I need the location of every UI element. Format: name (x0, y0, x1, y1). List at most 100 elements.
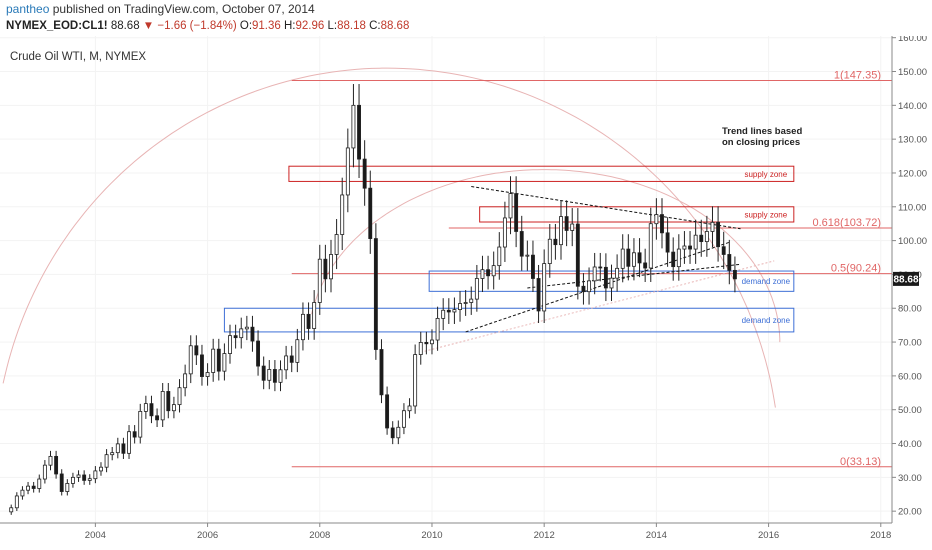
demand-zone-label: demand zone (742, 277, 791, 286)
candle (143, 403, 148, 412)
fib-arc (311, 169, 781, 343)
candle (486, 269, 491, 277)
y-tick-label: 160.00 (898, 36, 927, 44)
candle (99, 466, 103, 472)
candle (9, 507, 14, 513)
candle (654, 214, 659, 225)
candle (413, 354, 418, 407)
close-value: 88.68 (380, 20, 410, 32)
candle (525, 254, 530, 257)
x-tick-label: 2006 (197, 530, 218, 541)
last-price-label: 88.68 (893, 274, 918, 285)
candle (441, 309, 446, 319)
candle (491, 265, 496, 277)
last-price-marker: 88.68 (893, 271, 919, 286)
y-tick-label: 150.00 (898, 67, 927, 78)
candle (373, 238, 378, 350)
candle (65, 483, 70, 492)
candle (42, 464, 47, 480)
candle (609, 277, 614, 289)
x-tick-label: 2012 (534, 530, 555, 541)
candle (401, 410, 406, 428)
grid (0, 36, 892, 523)
price-change: −1.66 (−1.84%) (157, 20, 237, 32)
candle (407, 405, 412, 412)
candle (648, 223, 653, 269)
candle (20, 489, 25, 497)
candle (177, 387, 182, 406)
candle (469, 298, 474, 303)
candle (329, 254, 333, 280)
candle (710, 221, 715, 232)
candle (514, 193, 519, 232)
candle (295, 339, 300, 363)
price-chart[interactable]: 1(147.35) 0.618(103.72) 0.5(90.24) 0(33.13)… (0, 36, 932, 550)
plot-area[interactable] (0, 36, 892, 523)
supply-zone-box (479, 206, 795, 223)
candle (70, 476, 75, 484)
candle (727, 254, 732, 271)
candle (418, 342, 423, 355)
candle (502, 217, 507, 248)
x-tick-label: 2008 (309, 530, 330, 541)
candle (379, 349, 384, 396)
candle (430, 339, 434, 345)
candle (323, 258, 328, 280)
candle (222, 353, 227, 372)
time-axis[interactable]: 2004 2006 2008 2010 2012 2014 2016 2018 (85, 523, 892, 541)
candle (542, 263, 547, 312)
author-link[interactable]: pantheo (6, 2, 50, 16)
annotation-line-1: Trend lines based (722, 126, 802, 137)
candle (250, 326, 255, 342)
chart-title: Crude Oil WTI, M, NYMEX (10, 51, 146, 63)
y-tick-label: 70.00 (898, 338, 922, 349)
fib-label: 0.5(90.24) (831, 263, 881, 275)
fib-label: 0.618(103.72) (813, 217, 882, 229)
candle (559, 216, 563, 246)
candle (581, 285, 586, 293)
candle (31, 485, 36, 489)
x-tick-label: 2016 (758, 530, 779, 541)
candle (396, 426, 401, 439)
low-label: L: (327, 20, 338, 32)
candle (598, 266, 603, 269)
quote-line: NYMEX_EOD:CL1! 88.68 ▼ −1.66 (−1.84%) O:… (6, 20, 409, 32)
candle (127, 431, 131, 454)
candle (631, 252, 636, 267)
candle (110, 452, 115, 456)
candle (272, 369, 277, 383)
candle (267, 369, 272, 381)
candle (59, 473, 64, 492)
x-tick-label: 2010 (421, 530, 442, 541)
candle (278, 369, 283, 383)
fib-levels: 1(147.35) 0.618(103.72) 0.5(90.24) 0(33.13) (291, 69, 892, 468)
y-tick-label: 80.00 (898, 304, 922, 315)
candle (368, 187, 373, 239)
candle (385, 394, 390, 429)
down-arrow-icon: ▼ (142, 20, 155, 32)
open-label: O: (239, 20, 253, 32)
candle (239, 328, 244, 339)
candle (463, 302, 468, 304)
candle (26, 485, 30, 491)
candle (519, 231, 524, 257)
candle (676, 248, 681, 268)
chart-header: pantheo published on TradingView.com, Oc… (0, 0, 932, 42)
candle (48, 455, 53, 466)
candle (626, 248, 631, 267)
candle (155, 415, 160, 421)
candle (87, 478, 92, 481)
demand-zone-box (223, 307, 795, 333)
fib-label: 0(33.13) (840, 456, 881, 468)
y-tick-label: 100.00 (898, 236, 927, 247)
candle (732, 269, 737, 280)
symbol-label[interactable]: NYMEX_EOD:CL1! (6, 20, 108, 32)
candle (665, 232, 670, 253)
price-axis[interactable]: 20.0030.0040.0050.0060.0070.0080.0090.00… (892, 36, 927, 518)
candle (37, 478, 42, 489)
candle (317, 258, 322, 303)
candle (693, 234, 698, 250)
x-tick-label: 2018 (870, 530, 891, 541)
annotation-line-2: on closing prices (722, 137, 800, 148)
candle (446, 309, 451, 313)
